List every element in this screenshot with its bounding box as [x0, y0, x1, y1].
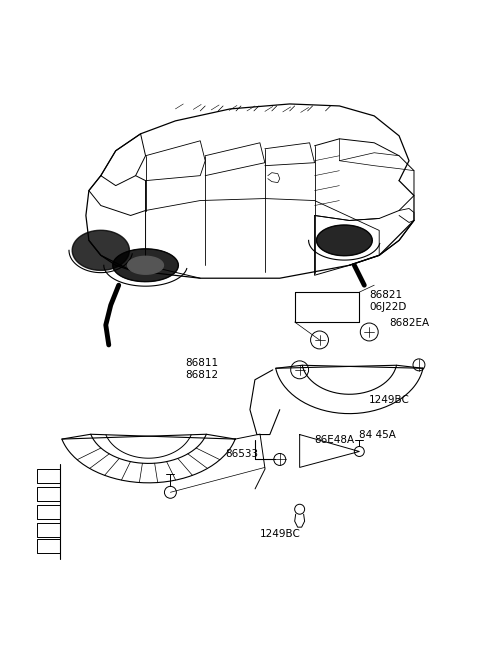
Text: 86533: 86533: [225, 449, 258, 459]
Text: 86812: 86812: [185, 370, 218, 380]
Polygon shape: [128, 256, 164, 274]
Text: 84 45A: 84 45A: [360, 430, 396, 440]
Text: 86821: 86821: [369, 290, 402, 300]
Polygon shape: [113, 249, 179, 282]
Polygon shape: [72, 230, 130, 271]
Text: 1249BC: 1249BC: [369, 395, 410, 405]
Text: 8682EA: 8682EA: [389, 318, 429, 328]
Text: 06J22D: 06J22D: [369, 302, 407, 312]
Polygon shape: [316, 225, 372, 256]
Text: 86E48A: 86E48A: [314, 434, 355, 445]
Text: 86811: 86811: [185, 358, 218, 368]
Text: 1249BC: 1249BC: [259, 529, 300, 539]
